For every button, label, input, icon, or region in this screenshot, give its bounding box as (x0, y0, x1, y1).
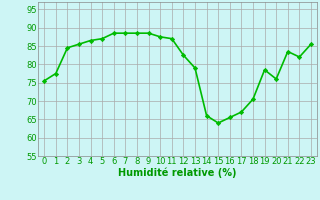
X-axis label: Humidité relative (%): Humidité relative (%) (118, 168, 237, 178)
